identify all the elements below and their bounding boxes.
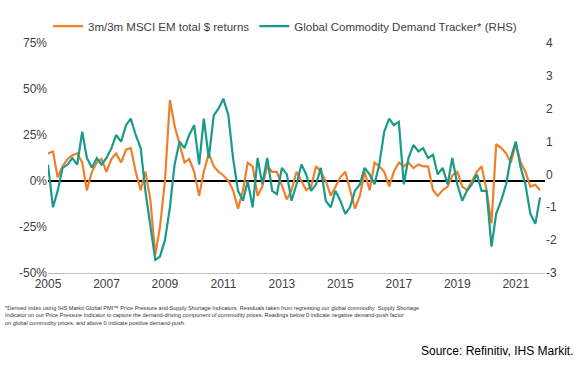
svg-text:-1: -1 [546, 200, 557, 214]
svg-text:Global Commodity Demand Tracke: Global Commodity Demand Tracker* (RHS) [294, 21, 517, 33]
svg-text:-2: -2 [546, 233, 557, 247]
svg-text:-50%: -50% [19, 266, 47, 280]
svg-text:-3: -3 [546, 266, 557, 280]
svg-text:75%: 75% [23, 36, 47, 50]
svg-text:2017: 2017 [385, 277, 412, 291]
svg-text:1: 1 [546, 135, 553, 149]
svg-text:50%: 50% [23, 82, 47, 96]
svg-text:2009: 2009 [152, 277, 179, 291]
svg-text:2015: 2015 [327, 277, 354, 291]
svg-text:2013: 2013 [269, 277, 296, 291]
svg-text:3m/3m MSCI EM total $ returns: 3m/3m MSCI EM total $ returns [88, 21, 249, 33]
svg-text:*Derived index using IHS Marki: *Derived index using IHS Markit Global P… [5, 305, 419, 326]
svg-text:4: 4 [546, 36, 553, 50]
svg-text:3: 3 [546, 69, 553, 83]
svg-text:2: 2 [546, 102, 553, 116]
svg-text:25%: 25% [23, 128, 47, 142]
svg-text:Source: Refinitiv, IHS Markit.: Source: Refinitiv, IHS Markit. [421, 344, 573, 358]
svg-text:2005: 2005 [35, 277, 62, 291]
svg-text:0: 0 [546, 168, 553, 182]
svg-text:0%: 0% [30, 174, 48, 188]
svg-text:2011: 2011 [211, 277, 237, 291]
svg-text:2019: 2019 [444, 277, 471, 291]
svg-text:-25%: -25% [19, 220, 47, 234]
svg-text:2021: 2021 [502, 277, 529, 291]
svg-text:2007: 2007 [93, 277, 120, 291]
